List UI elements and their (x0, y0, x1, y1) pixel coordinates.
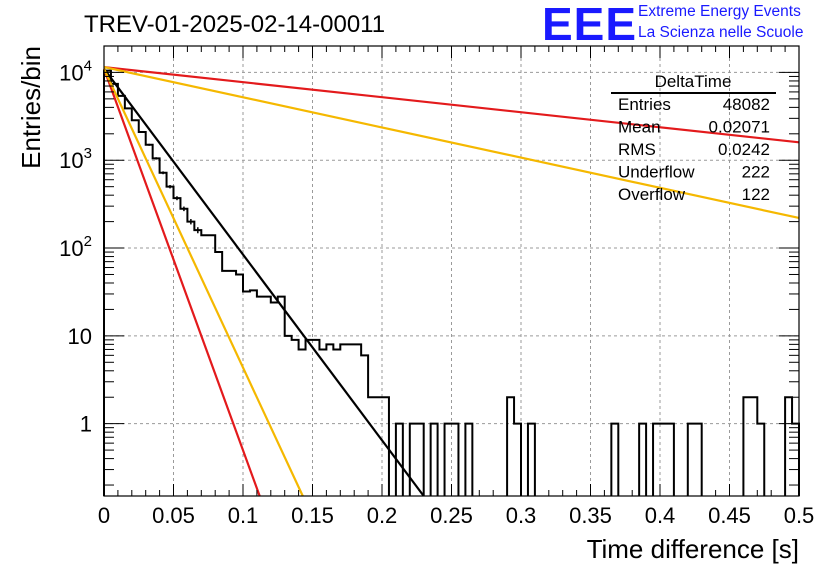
stats-row-value: 122 (742, 185, 770, 204)
stats-box-title: DeltaTime (655, 72, 732, 91)
stats-row-value: 0.02071 (709, 118, 770, 137)
y-tick-label: 104 (59, 57, 92, 85)
stats-row-label: Underflow (618, 163, 695, 182)
fit-curve (102, 68, 261, 497)
x-tick-label: 0.05 (152, 503, 195, 528)
page-title: TREV-01-2025-02-14-00011 (84, 11, 386, 38)
histogram-series (103, 69, 800, 496)
axes: 0 0.05 0.1 0.15 0.2 0.25 0.3 0.35 0.4 0.45 0.5 1 10 1… (16, 45, 815, 564)
stats-box: DeltaTime Entries 48082 Mean 0.02071 RMS 0.024… (611, 72, 776, 204)
fit-curve (103, 66, 800, 220)
x-tick-label: 0 (98, 503, 110, 528)
y-tick-label: 1 (80, 412, 92, 437)
x-tick-label: 0.5 (784, 503, 815, 528)
x-tick-label: 0.4 (645, 503, 676, 528)
fit-curve (103, 68, 304, 497)
x-tick-label: 0.45 (708, 503, 751, 528)
stats-row-label: Entries (618, 95, 671, 114)
stats-row-label: Overflow (618, 185, 686, 204)
x-tick-label: 0.25 (430, 503, 473, 528)
stats-row-label: Mean (618, 118, 661, 137)
eee-logo: EEE Extreme Energy Events La Scienza nel… (542, 0, 832, 50)
stats-row-value: 222 (742, 163, 770, 182)
fit-curve (103, 68, 425, 497)
logo-tagline-1: Extreme Energy Events (638, 3, 801, 20)
x-axis-label: Time difference [s] (587, 534, 799, 564)
y-axis-label: Entries/bin (16, 46, 46, 169)
x-tick-label: 0.3 (506, 503, 537, 528)
x-tick-label: 0.15 (291, 503, 334, 528)
logo-mark: EEE (542, 0, 638, 50)
stats-row-value: 0.0242 (718, 140, 770, 159)
stats-row-label: RMS (618, 140, 656, 159)
logo-tagline-2: La Scienza nelle Scuole (638, 24, 804, 41)
grid-lines (104, 46, 799, 496)
x-tick-label: 0.1 (228, 503, 259, 528)
y-tick-label: 102 (59, 233, 92, 261)
y-tick-label: 10 (68, 324, 92, 349)
chart-series (102, 66, 800, 497)
x-tick-label: 0.35 (569, 503, 612, 528)
x-tick-label: 0.2 (367, 503, 398, 528)
y-tick-label: 103 (59, 145, 92, 173)
fit-curve (103, 66, 800, 144)
stats-row-value: 48082 (723, 95, 770, 114)
